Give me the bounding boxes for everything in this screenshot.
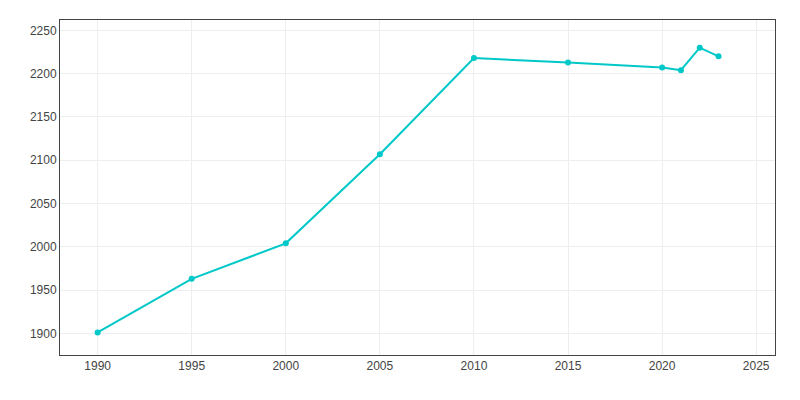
svg-text:2200: 2200 (30, 67, 57, 81)
svg-text:2050: 2050 (30, 197, 57, 211)
svg-text:1990: 1990 (84, 359, 111, 373)
svg-text:1900: 1900 (30, 327, 57, 341)
svg-text:2025: 2025 (743, 359, 770, 373)
svg-text:2000: 2000 (30, 240, 57, 254)
svg-text:2250: 2250 (30, 24, 57, 38)
svg-text:2000: 2000 (272, 359, 299, 373)
svg-text:2005: 2005 (367, 359, 394, 373)
svg-text:2150: 2150 (30, 110, 57, 124)
svg-text:2020: 2020 (649, 359, 676, 373)
svg-text:2015: 2015 (555, 359, 582, 373)
svg-text:2100: 2100 (30, 153, 57, 167)
svg-text:1995: 1995 (178, 359, 205, 373)
svg-text:1950: 1950 (30, 283, 57, 297)
svg-text:2010: 2010 (461, 359, 488, 373)
